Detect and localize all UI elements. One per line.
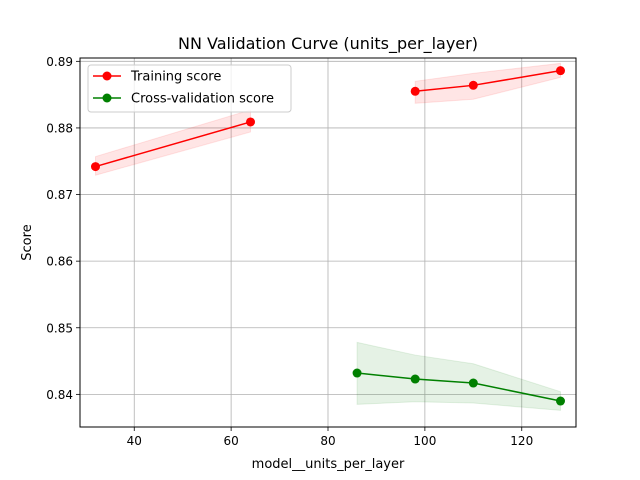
y-axis-ticks: 0.84 0.85 0.86 0.87 0.88 0.89 xyxy=(46,55,80,402)
legend-marker-training xyxy=(102,71,112,81)
training-score-point xyxy=(410,86,420,96)
training-score-point xyxy=(468,80,478,90)
cross-validation-score-band xyxy=(356,341,561,411)
legend-label-training: Training score xyxy=(130,70,221,85)
x-tick-label: 60 xyxy=(223,434,238,448)
y-tick-label: 0.89 xyxy=(46,55,73,69)
y-tick-label: 0.87 xyxy=(46,188,73,202)
cross-validation-score-point xyxy=(468,378,478,388)
legend-marker-cross-validation xyxy=(102,93,112,103)
y-axis-label: Score xyxy=(20,224,35,260)
y-tick-label: 0.84 xyxy=(46,388,73,402)
cross-validation-score-point xyxy=(556,396,565,406)
legend-box xyxy=(87,64,292,113)
cross-validation-score-point xyxy=(352,368,362,378)
x-axis-label: model__units_per_layer xyxy=(252,457,405,472)
x-tick-label: 80 xyxy=(320,434,335,448)
training-score-line xyxy=(95,121,251,168)
x-tick-label: 40 xyxy=(127,434,142,448)
series-points xyxy=(91,66,565,406)
training-score-point xyxy=(246,117,255,127)
x-axis-ticks: 40 60 80 100 120 xyxy=(127,427,533,448)
x-tick-label: 100 xyxy=(413,434,436,448)
legend: Training score Cross-validation score xyxy=(87,64,292,113)
chart-title: NN Validation Curve (units_per_layer) xyxy=(178,34,478,54)
x-tick-label: 120 xyxy=(510,434,533,448)
cross-validation-score-line xyxy=(356,372,561,402)
grid-lines xyxy=(80,58,576,427)
legend-label-cross-validation: Cross-validation score xyxy=(131,92,274,107)
training-score-point xyxy=(91,162,100,172)
y-tick-label: 0.86 xyxy=(46,255,73,269)
y-tick-label: 0.88 xyxy=(46,121,73,135)
training-score-point xyxy=(556,66,565,76)
y-tick-label: 0.85 xyxy=(46,321,73,335)
cross-validation-score-point xyxy=(410,374,420,384)
